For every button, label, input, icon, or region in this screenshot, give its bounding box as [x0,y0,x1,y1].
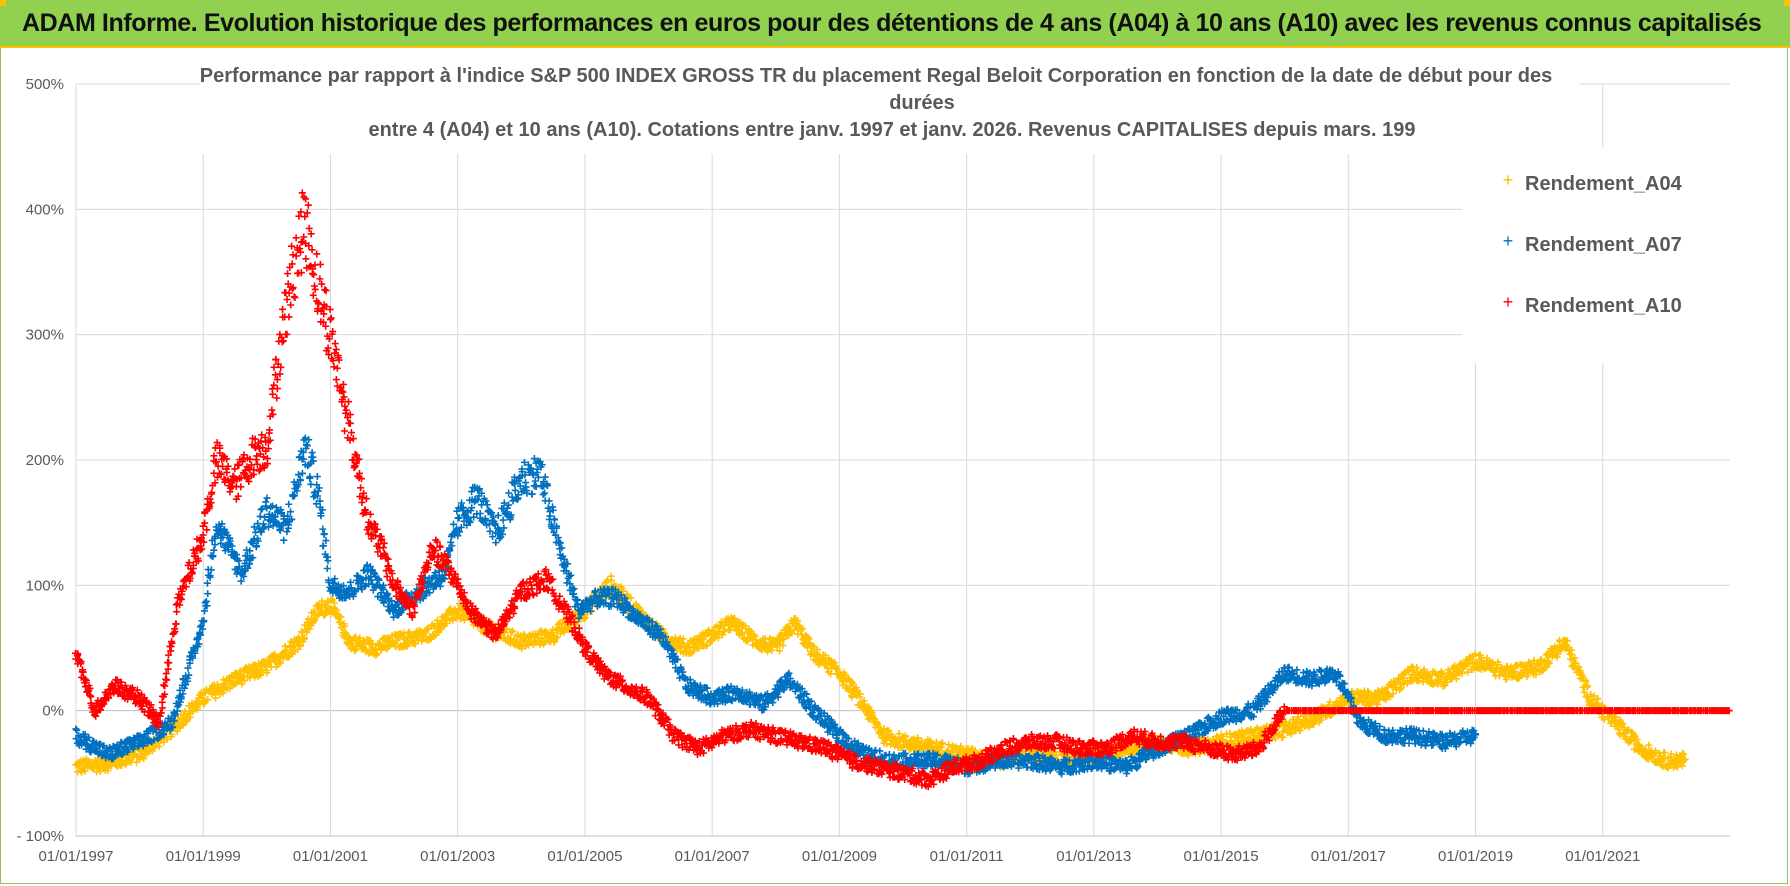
data-point [553,633,561,641]
data-point [149,744,157,752]
data-point [718,631,726,639]
data-point [323,565,331,573]
data-point [403,642,411,650]
data-point [351,647,359,655]
data-point [263,494,271,502]
data-point [319,525,327,533]
data-point [703,641,711,649]
data-point [341,622,349,630]
points-layer [71,189,1733,791]
data-point [233,671,241,679]
data-point [204,590,212,598]
data-point [104,767,112,775]
data-point [411,640,419,648]
data-point [366,637,374,645]
data-point [538,634,546,642]
data-point [449,616,457,624]
data-point [337,613,345,621]
data-point [255,670,263,678]
data-point [424,625,432,633]
data-point [738,630,746,638]
data-point [617,583,625,591]
data-point [444,611,452,619]
data-point [368,641,376,649]
data-point [539,491,547,499]
data-point [257,671,265,679]
data-point [352,633,360,641]
data-point [528,490,536,498]
data-point [140,755,148,763]
data-point [263,669,271,677]
data-point [300,634,308,642]
data-point [620,587,628,595]
data-point [285,653,293,661]
data-point [505,489,513,497]
data-point [581,614,589,622]
data-point [342,632,350,640]
data-point [483,501,491,509]
report-banner: ADAM Informe. Evolution historique des p… [0,0,1790,48]
data-point [257,506,265,514]
data-point [320,530,328,538]
data-point [714,634,722,642]
data-point [522,479,530,487]
data-point [72,725,80,733]
report-banner-title: ADAM Informe. Evolution historique des p… [22,8,1762,37]
data-point [560,628,568,636]
data-point [179,721,187,729]
banner-corner-left [0,0,6,6]
data-point [186,713,194,721]
data-point [168,730,176,738]
data-point [492,539,500,547]
data-point [313,473,321,481]
data-point [202,597,210,605]
data-point [456,615,464,623]
data-point [607,576,615,584]
data-point [627,594,635,602]
data-point [367,640,375,648]
performance-chart: Performance par rapport à l'indice S&P 5… [16,56,1733,865]
data-point [373,650,381,658]
data-point [509,627,517,635]
data-point [695,644,703,652]
data-point [310,607,318,615]
data-point [283,528,291,536]
data-point [356,634,364,642]
data-point [725,626,733,634]
data-point [298,469,306,477]
data-point [204,696,212,704]
data-point [277,659,285,667]
data-point [256,512,264,520]
data-point [545,497,553,505]
data-point [679,635,687,643]
data-point [324,599,332,607]
banner-corner-right [1784,0,1790,6]
data-point [742,625,750,633]
data-point [280,536,288,544]
data-point [541,638,549,646]
data-point [333,607,341,615]
data-point [744,637,752,645]
data-point [297,641,305,649]
data-point [262,498,270,506]
data-point [283,647,291,655]
data-point [285,500,293,508]
data-point [518,645,526,653]
data-point [541,489,549,497]
data-point [220,676,228,684]
data-point [163,735,171,743]
